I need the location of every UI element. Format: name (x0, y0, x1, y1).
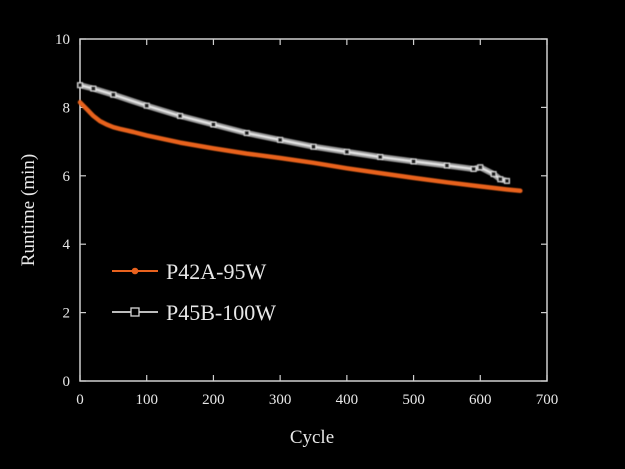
series-point-p45b-100w (497, 176, 504, 183)
series-point-p45b-100w (503, 177, 510, 184)
series-point-p45b-100w (210, 121, 217, 128)
series-point-p45b-100w (143, 102, 150, 109)
y-tick-label: 2 (63, 306, 71, 322)
x-tick-label: 200 (202, 392, 225, 408)
x-tick-label: 300 (269, 392, 292, 408)
series-point-p42a-95w (132, 130, 135, 134)
series-point-p42a-95w (412, 176, 415, 180)
series-point-p42a-95w (118, 127, 122, 131)
series-point-p45b-100w (90, 85, 97, 92)
series-point-p42a-95w (145, 134, 148, 137)
series-point-p45b-100w (470, 165, 477, 172)
y-tick-label: 8 (63, 100, 71, 116)
series-point-p42a-95w (105, 123, 108, 126)
legend-label: P45B-100W (166, 300, 276, 325)
x-tick-label: 400 (336, 392, 359, 408)
series-point-p42a-95w (479, 185, 482, 188)
series-point-p42a-95w (112, 126, 115, 129)
x-tick-label: 600 (469, 392, 492, 408)
series-point-p42a-95w (505, 188, 509, 191)
series-point-p45b-100w (377, 153, 384, 160)
x-tick-label: 500 (402, 392, 425, 408)
series-point-p45b-100w (410, 158, 417, 165)
y-tick-label: 0 (63, 374, 71, 390)
series-point-p45b-100w (490, 171, 497, 178)
y-tick-label: 6 (63, 169, 71, 185)
series-point-p45b-100w (177, 112, 184, 119)
legend-marker-open-square (130, 307, 140, 317)
series-point-p42a-95w (92, 114, 95, 118)
series-point-p42a-95w (85, 107, 88, 111)
series-point-p45b-100w (477, 164, 484, 171)
series-point-p42a-95w (345, 167, 349, 170)
y-tick-label: 10 (55, 32, 70, 48)
x-tick-label: 0 (76, 392, 84, 408)
plot-frame (79, 38, 548, 382)
series-point-p42a-95w (379, 171, 382, 175)
x-tick-label: 100 (135, 392, 158, 408)
legend-label: P42A-95W (166, 259, 266, 284)
series-point-p42a-95w (98, 119, 102, 123)
series-point-p42a-95w (178, 141, 182, 144)
x-tick-label: 700 (536, 392, 559, 408)
series-point-p42a-95w (78, 101, 82, 104)
x-axis-title: Cycle (290, 427, 334, 448)
series-point-p42a-95w (212, 147, 215, 150)
legend-marker-dot (131, 267, 139, 275)
series-point-p42a-95w (245, 152, 248, 155)
series-point-p45b-100w (343, 148, 350, 155)
series-point-p45b-100w (77, 82, 83, 89)
series-point-p45b-100w (277, 136, 284, 143)
y-tick-label: 4 (63, 237, 71, 253)
y-axis-title: Runtime (min) (18, 154, 39, 266)
series-point-p42a-95w (278, 156, 282, 160)
series-point-p42a-95w (445, 181, 449, 184)
series-point-p42a-95w (312, 161, 315, 165)
series-point-p45b-100w (310, 143, 317, 150)
series-point-p45b-100w (110, 91, 117, 98)
series-point-p45b-100w (243, 130, 250, 137)
series-point-p42a-95w (519, 189, 522, 193)
series-point-p45b-100w (443, 162, 450, 169)
